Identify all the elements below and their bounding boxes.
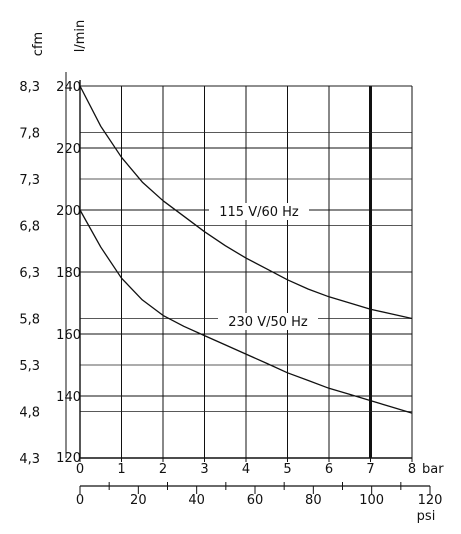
x-psi-tick-label: 120 [418,493,443,508]
y-lmin-unit-label: l/min [73,20,88,53]
y-cfm-tick-label: 4,8 [19,406,40,421]
y-cfm-tick-label: 7,3 [19,173,40,188]
x-psi-tick-label: 100 [359,493,384,508]
series-label-background [218,313,318,330]
x-psi-unit-label: psi [417,509,436,524]
x-bar-tick-label: 7 [366,462,374,477]
x-bar-tick-label: 6 [325,462,333,477]
text-layer: 1201401601802002202404,34,85,35,86,36,87… [19,20,444,524]
x-bar-unit-label: bar [422,462,444,477]
y-cfm-tick-label: 7,8 [19,127,40,142]
x-psi-tick-label: 0 [76,493,84,508]
y-lmin-tick-label: 200 [56,204,81,219]
series-115v-60hz-label: 115 V/60 Hz [219,205,299,220]
x-psi-tick-label: 40 [188,493,205,508]
y-lmin-tick-label: 160 [56,328,81,343]
x-psi-tick-label: 60 [247,493,264,508]
y-cfm-tick-label: 6,8 [19,220,40,235]
axes-layer [65,72,431,494]
y-cfm-tick-label: 4,3 [19,452,40,467]
y-lmin-tick-label: 120 [56,451,81,466]
x-bar-tick-label: 4 [242,462,250,477]
x-psi-tick-label: 20 [130,493,147,508]
y-lmin-tick-label: 180 [56,266,81,281]
y-lmin-tick-label: 240 [56,80,81,95]
series-layer [79,85,413,414]
y-cfm-tick-label: 6,3 [19,266,40,281]
series-label-background [209,203,309,220]
x-bar-tick-label: 2 [159,462,167,477]
x-bar-tick-label: 1 [117,462,125,477]
x-bar-tick-label: 3 [200,462,208,477]
y-cfm-tick-label: 5,3 [19,359,40,374]
grid-layer [80,85,413,458]
x-bar-tick-label: 8 [408,462,416,477]
y-cfm-tick-label: 5,8 [19,313,40,328]
x-psi-tick-label: 80 [305,493,322,508]
y-cfm-tick-label: 8,3 [19,80,40,95]
y-cfm-unit-label: cfm [31,32,46,56]
x-bar-tick-label: 5 [283,462,291,477]
series-230v-50hz-label: 230 V/50 Hz [228,315,308,330]
y-lmin-tick-label: 140 [56,390,81,405]
series-230v-50hz-line [79,209,413,414]
y-lmin-tick-label: 220 [56,142,81,157]
series-115v-60hz-line [79,85,413,320]
x-bar-tick-label: 0 [76,462,84,477]
